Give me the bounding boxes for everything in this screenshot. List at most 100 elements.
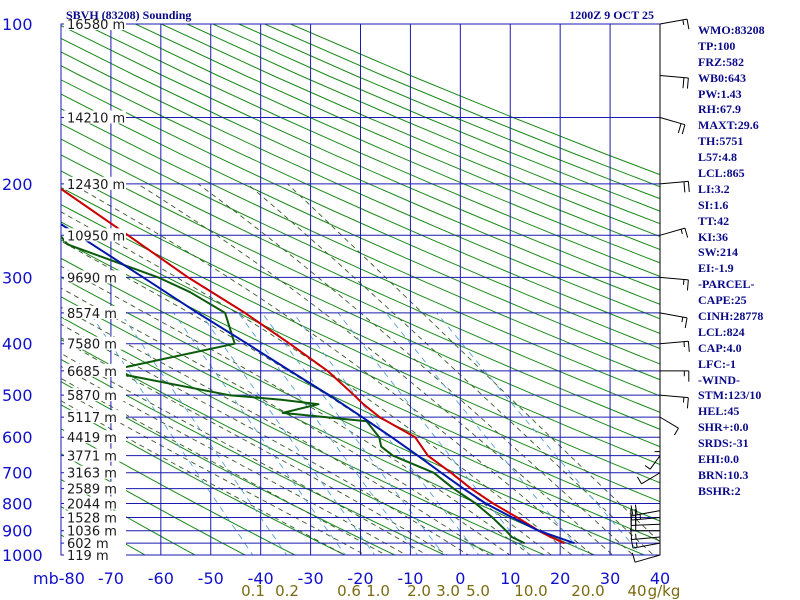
wind-barb-feather (687, 181, 690, 193)
wind-barb-feather (686, 18, 690, 30)
chart-title: SBVH (83208) Sounding (66, 8, 191, 22)
wind-barb-shaft (649, 455, 661, 470)
index-item: FRZ:582 (698, 54, 744, 69)
mixing-ratio-label: 0.6 (337, 582, 361, 600)
mixing-ratio-label: 1.0 (366, 582, 390, 600)
height-label-bg (64, 536, 126, 550)
dry-adiabat-line (135, 24, 660, 251)
dry-adiabat-line (61, 316, 546, 555)
index-item: SRDS:-31 (698, 436, 749, 451)
dry-adiabat-line (61, 453, 246, 555)
sounding-traces (61, 187, 575, 545)
wind-barb-feather (681, 316, 684, 323)
height-label: 14210 m (67, 112, 125, 127)
index-item: SW:214 (698, 245, 739, 260)
height-label-bg (64, 270, 126, 284)
height-label: 9690 m (67, 271, 117, 286)
temperature-tick-label: 0 (455, 569, 465, 588)
temperature-tick-label: -40 (248, 569, 274, 588)
mixing-ratio-label: 2.0 (407, 582, 431, 600)
dry-adiabat-line (61, 93, 660, 365)
wind-barb (660, 370, 690, 382)
mixing-ratio-label: 5.0 (466, 582, 490, 600)
moist-adiabat-line (61, 287, 511, 555)
wind-barb (659, 117, 686, 135)
height-label: 119 m (67, 549, 109, 564)
index-item: CAP:4.0 (698, 340, 742, 355)
wind-barb-shaft (659, 18, 688, 25)
pressure-label: 300 (2, 268, 33, 287)
height-label: 1036 m (67, 525, 117, 540)
mixing-ratio-label: 0.1 (241, 582, 265, 600)
height-label-bg (64, 336, 126, 350)
temperature-axis-labels: mb-80 -70 -60 -50 -40 -30 -20 -10 0 10 20 30 40 (33, 569, 670, 588)
dry-adiabat-line (61, 428, 297, 555)
index-item: EI:-1.9 (698, 261, 734, 276)
dry-adiabat-line (61, 186, 660, 466)
dry-adiabat-line (61, 138, 660, 413)
index-item: BSHR:2 (698, 483, 741, 498)
wind-barb-shaft (659, 227, 686, 236)
wind-barb-feather (684, 227, 689, 238)
index-item: EHI:0.0 (698, 452, 740, 467)
wind-barb-feather (634, 504, 638, 515)
wind-barb (659, 74, 689, 89)
mixing-ratio-label: 10.0 (514, 582, 547, 600)
stability-indices-panel: WMO:83208 TP:100 FRZ:582 WB0:643 PW:1.43 RH:6… (698, 23, 798, 500)
index-item: LCL:824 (698, 324, 745, 339)
wind-barb-shaft (659, 180, 689, 185)
wind-barb (630, 508, 661, 521)
index-item: -PARCEL- (698, 277, 755, 292)
pressure-label: 900 (2, 522, 33, 541)
parcel-trace (61, 222, 575, 545)
pressure-label: 600 (2, 428, 33, 447)
height-label: 1528 m (67, 512, 117, 527)
moist-adiabat-line (197, 183, 634, 555)
index-item: LI:3.2 (698, 181, 730, 196)
wind-barb-feather (686, 77, 689, 89)
wind-barb (659, 340, 690, 352)
wind-barb-feather (684, 317, 688, 329)
index-item: LCL:865 (698, 166, 745, 181)
wind-barb-feather (682, 19, 685, 26)
height-label: 4419 m (67, 431, 117, 446)
dry-adiabat-line (61, 65, 660, 335)
dry-adiabat-line (61, 404, 346, 555)
height-label-bg (64, 388, 126, 402)
height-label-bg (64, 448, 126, 462)
index-item: STM:123/10 (698, 388, 762, 403)
dry-adiabat-line (61, 478, 197, 555)
index-item: -WIND- (698, 372, 740, 387)
height-label: 2589 m (67, 483, 117, 498)
index-item: BRN:10.3 (698, 467, 749, 482)
wind-barb-feather (644, 465, 651, 470)
mixing-ratio-label: 0.2 (275, 582, 299, 600)
index-item: CINH:28778 (698, 309, 764, 324)
height-label-bg (64, 410, 126, 424)
temperature-tick-label: -60 (148, 569, 174, 588)
temperature-tick-label: 40 (650, 569, 670, 588)
height-label: 16580 m (67, 18, 125, 33)
pressure-label: 1000 (2, 546, 43, 565)
dry-adiabat-line (61, 381, 396, 555)
wind-barb (659, 312, 688, 329)
dry-adiabat-line (109, 24, 660, 264)
height-labels: 16580 m 14210 m 12430 m 10950 m 9690 m 8574 m… (64, 17, 126, 564)
height-label-bg (64, 430, 126, 444)
moist-adiabat-line (61, 352, 428, 555)
dewpoint-trace (61, 234, 526, 545)
moist-adiabat-line (247, 183, 654, 555)
height-label: 5870 m (67, 389, 117, 404)
mixing-ratio-label: g/kg (648, 582, 681, 600)
wind-barb-shaft (659, 276, 689, 281)
temperature-tick-label: 20 (550, 569, 570, 588)
index-item: MAXT:29.6 (698, 118, 759, 133)
wind-barb-shaft (641, 472, 661, 485)
dry-adiabat-line (83, 24, 660, 277)
dry-adiabat-line (61, 358, 446, 555)
pressure-label: 200 (2, 175, 33, 194)
dry-adiabat-line (61, 221, 660, 503)
height-label-bg (64, 496, 126, 510)
dry-adiabat-line (61, 123, 660, 397)
wind-barb-shaft (659, 394, 689, 399)
